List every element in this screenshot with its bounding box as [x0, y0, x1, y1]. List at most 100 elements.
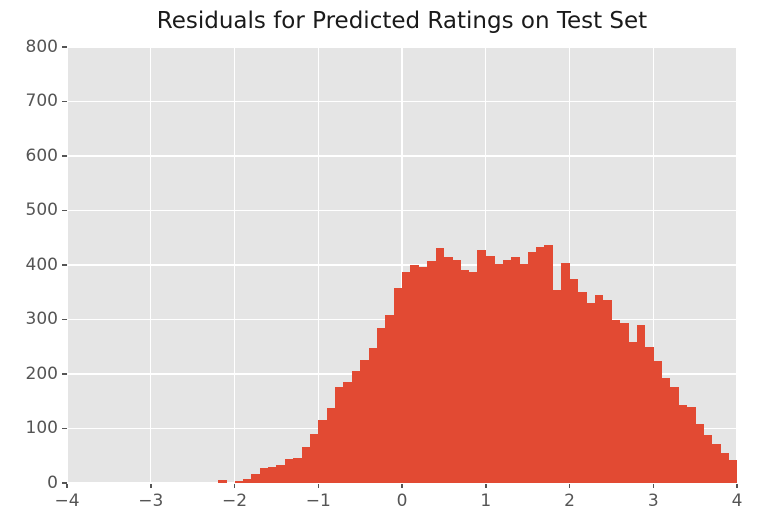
- gridline-x--2: [233, 47, 236, 483]
- y-tick-label: 400: [25, 254, 58, 275]
- bar: [720, 453, 730, 483]
- bar: [619, 323, 629, 483]
- gridline-x-4: [736, 47, 738, 483]
- bar: [527, 251, 537, 483]
- x-tick-label: −1: [305, 491, 331, 511]
- bar: [284, 459, 294, 483]
- y-tick-label: 0: [47, 472, 58, 493]
- x-tick: [736, 483, 738, 488]
- bar: [385, 315, 395, 483]
- bar: [695, 424, 704, 483]
- x-tick: [317, 483, 319, 488]
- x-tick: [485, 483, 487, 488]
- x-tick-label: −2: [221, 491, 248, 511]
- bar: [301, 447, 311, 483]
- x-tick-label: 2: [564, 491, 575, 511]
- gridline-x-3: [652, 47, 654, 483]
- bar: [427, 260, 436, 483]
- bar: [644, 346, 654, 483]
- bar: [276, 465, 286, 483]
- bar: [544, 244, 554, 483]
- x-tick-label: −4: [54, 491, 80, 511]
- bar: [318, 419, 328, 483]
- bar: [552, 289, 562, 483]
- bar: [561, 263, 570, 483]
- bar: [653, 361, 663, 483]
- gridline-x--1: [317, 47, 319, 483]
- bar: [259, 468, 269, 483]
- bar: [343, 382, 353, 483]
- y-tick: [62, 318, 67, 321]
- bar: [502, 260, 512, 483]
- gridline-x--4: [66, 47, 68, 483]
- y-tick: [62, 155, 67, 157]
- bar: [418, 267, 428, 483]
- bar: [485, 255, 495, 483]
- bar: [469, 271, 478, 483]
- bar: [393, 288, 403, 483]
- gridline-x-0: [401, 47, 403, 483]
- bar: [536, 247, 545, 483]
- bar: [234, 481, 244, 483]
- x-tick: [150, 483, 152, 488]
- bar: [728, 460, 738, 483]
- bar: [217, 479, 227, 483]
- x-tick-label: 4: [731, 491, 743, 511]
- bar: [494, 263, 503, 483]
- bar: [611, 319, 621, 483]
- bar: [569, 278, 579, 483]
- y-tick: [62, 100, 67, 103]
- bar: [443, 256, 453, 483]
- bar: [452, 259, 462, 483]
- bar: [628, 341, 637, 483]
- bar: [703, 435, 713, 483]
- bar: [636, 324, 646, 483]
- bar: [594, 294, 604, 483]
- y-tick: [62, 427, 67, 430]
- y-tick: [62, 264, 67, 266]
- bar: [686, 406, 696, 483]
- bar: [577, 291, 587, 483]
- bar: [351, 371, 361, 483]
- bar: [268, 466, 277, 483]
- bar: [519, 264, 529, 483]
- bar: [402, 272, 411, 483]
- bar: [335, 386, 344, 483]
- bar: [711, 443, 721, 483]
- bar: [251, 473, 261, 483]
- bar: [368, 348, 378, 483]
- y-tick-label: 800: [25, 36, 58, 57]
- x-tick: [568, 483, 571, 488]
- bar: [242, 479, 252, 483]
- bar: [410, 265, 420, 483]
- bar: [661, 378, 671, 483]
- bar: [435, 247, 445, 483]
- x-tick-label: 3: [647, 491, 659, 511]
- y-tick-label: 600: [25, 145, 58, 166]
- y-tick: [62, 373, 67, 375]
- bar: [603, 299, 612, 483]
- plot-area: [66, 46, 738, 484]
- bar: [586, 303, 596, 483]
- x-tick: [401, 483, 403, 488]
- chart-title: Residuals for Predicted Ratings on Test …: [156, 8, 648, 34]
- y-tick: [62, 209, 67, 212]
- bar: [678, 405, 688, 483]
- bar: [376, 328, 386, 483]
- x-tick-label: −3: [138, 491, 164, 511]
- bar: [309, 433, 319, 483]
- y-tick: [62, 482, 67, 484]
- bar: [460, 269, 470, 483]
- bar: [477, 249, 487, 483]
- y-tick-label: 200: [25, 363, 58, 384]
- y-tick-label: 700: [25, 91, 58, 111]
- y-tick-label: 500: [25, 200, 58, 220]
- bar: [670, 386, 679, 483]
- gridline-x--3: [150, 47, 152, 483]
- x-tick: [652, 483, 654, 488]
- y-tick: [62, 46, 67, 48]
- x-tick-label: 0: [396, 491, 408, 511]
- x-tick: [233, 483, 236, 488]
- x-tick: [66, 483, 68, 488]
